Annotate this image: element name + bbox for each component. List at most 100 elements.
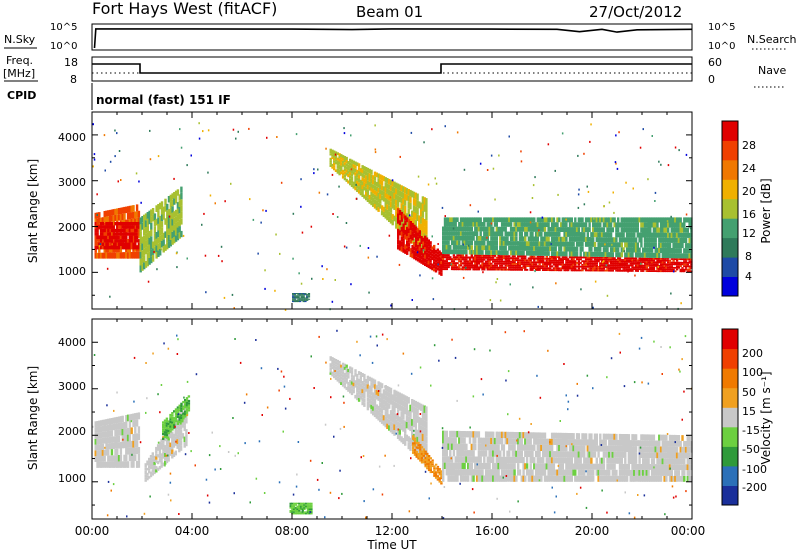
power-cell bbox=[615, 264, 618, 267]
power-cell bbox=[665, 247, 668, 253]
velocity-cell bbox=[483, 444, 486, 451]
velocity-cell bbox=[543, 438, 547, 445]
power-cell bbox=[377, 192, 380, 198]
velocity-cell bbox=[373, 412, 377, 418]
velocity-cell bbox=[536, 463, 539, 470]
power-speckle bbox=[640, 262, 642, 265]
power-cell bbox=[625, 268, 629, 270]
velocity-cell bbox=[187, 406, 191, 410]
power-speckle bbox=[498, 154, 500, 157]
velocity-cell bbox=[454, 475, 457, 482]
power-cell bbox=[549, 241, 552, 247]
power-cell bbox=[431, 246, 434, 250]
power-cell bbox=[650, 268, 654, 271]
power-cell bbox=[584, 251, 588, 257]
velocity-cell bbox=[151, 464, 154, 467]
power-cell bbox=[429, 258, 432, 263]
power-cell bbox=[579, 232, 582, 237]
power-cell bbox=[584, 227, 588, 233]
power-cell bbox=[492, 260, 495, 263]
power-cell bbox=[567, 217, 570, 223]
nave-right-tick-bottom: 0 bbox=[708, 73, 715, 86]
velocity-cell bbox=[509, 469, 513, 476]
power-cell bbox=[617, 242, 620, 248]
velocity-cell bbox=[423, 405, 426, 413]
power-cell bbox=[581, 265, 584, 268]
power-cell bbox=[468, 231, 472, 236]
velocity-cell bbox=[171, 416, 174, 419]
power-cell bbox=[449, 256, 452, 259]
power-cell bbox=[105, 235, 108, 240]
power-cell bbox=[563, 267, 566, 270]
power-cell bbox=[356, 169, 359, 174]
velocity-cell bbox=[171, 428, 174, 431]
velocity-cell bbox=[158, 445, 162, 449]
power-speckle bbox=[231, 293, 234, 296]
power-speckle bbox=[325, 147, 327, 150]
power-cell bbox=[672, 253, 675, 259]
power-cell bbox=[470, 262, 473, 265]
power-cell bbox=[176, 233, 180, 241]
power-cell bbox=[101, 242, 105, 246]
power-cell bbox=[445, 240, 448, 245]
power-cell bbox=[534, 263, 538, 266]
velocity-cell bbox=[443, 430, 447, 438]
power-speckle bbox=[355, 183, 357, 186]
velocity-cell bbox=[468, 462, 472, 470]
velocity-cell bbox=[416, 401, 419, 409]
power-speckle bbox=[106, 267, 109, 270]
power-cell bbox=[556, 269, 559, 272]
velocity-cell bbox=[176, 424, 179, 430]
velocity-cell bbox=[182, 412, 185, 415]
power-cell bbox=[132, 242, 135, 246]
velocity-cell bbox=[552, 438, 556, 445]
power-cell bbox=[338, 153, 341, 156]
power-cell bbox=[458, 256, 461, 259]
power-cell bbox=[331, 154, 334, 157]
power-cell bbox=[668, 259, 672, 262]
power-cell bbox=[538, 269, 541, 271]
power-cell bbox=[388, 189, 391, 196]
velocity-cell bbox=[427, 461, 431, 463]
power-cell bbox=[650, 247, 654, 253]
velocity-cell bbox=[511, 444, 514, 451]
power-cell bbox=[572, 222, 575, 228]
power-cell bbox=[94, 212, 97, 219]
power-cell bbox=[386, 188, 389, 194]
power-cell bbox=[577, 227, 581, 233]
power-cell bbox=[484, 217, 488, 223]
power-cell bbox=[565, 236, 568, 242]
power-cell bbox=[672, 268, 675, 271]
power-cell bbox=[483, 236, 486, 241]
velocity-cell bbox=[418, 402, 421, 410]
power-cell bbox=[389, 201, 393, 208]
power-speckle bbox=[318, 191, 321, 194]
power-cell bbox=[495, 245, 498, 251]
power-cell bbox=[506, 222, 509, 227]
velocity-cell bbox=[554, 475, 557, 482]
power-cell bbox=[128, 225, 132, 229]
power-speckle bbox=[186, 257, 188, 260]
power-cell bbox=[502, 226, 506, 232]
power-cell bbox=[389, 196, 393, 202]
power-speckle bbox=[406, 246, 408, 249]
velocity-cell bbox=[165, 417, 169, 420]
power-cell bbox=[584, 265, 588, 268]
power-cell bbox=[602, 247, 606, 252]
velocity-cell bbox=[452, 469, 456, 476]
power-speckle bbox=[248, 127, 250, 130]
power-cell bbox=[656, 258, 659, 260]
power-cell bbox=[661, 266, 664, 269]
power-cell bbox=[640, 257, 643, 260]
velocity-cell bbox=[357, 394, 361, 398]
power-cell bbox=[388, 195, 391, 201]
velocity-cell bbox=[419, 455, 422, 458]
power-cell bbox=[112, 232, 115, 236]
power-cell bbox=[645, 270, 648, 272]
power-cell bbox=[574, 217, 577, 223]
power-cell bbox=[540, 231, 543, 237]
power-cell bbox=[597, 260, 600, 263]
power-cell bbox=[549, 231, 552, 237]
power-cell bbox=[481, 240, 484, 246]
power-cell bbox=[665, 268, 668, 271]
